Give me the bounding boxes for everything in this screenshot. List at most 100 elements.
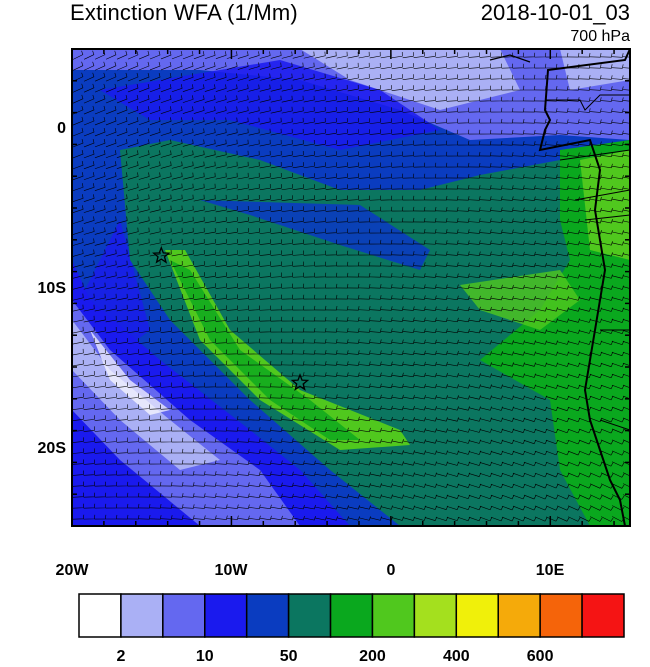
wind-barb: [83, 404, 95, 410]
wind-barb: [94, 371, 106, 378]
wind-barb: [534, 185, 547, 190]
wind-barb: [479, 450, 493, 455]
wind-barb: [237, 427, 250, 432]
wind-barb: [523, 85, 536, 91]
wind-barb: [292, 338, 305, 344]
wind-barb: [281, 449, 294, 454]
wind-barb: [160, 493, 173, 498]
wind-barb: [127, 349, 139, 356]
wind-barb: [259, 449, 272, 454]
wind-barb: [446, 494, 460, 499]
wind-barb: [512, 284, 525, 290]
wind-barb: [545, 251, 558, 257]
wind-barb: [204, 216, 216, 224]
wind-barb: [325, 294, 338, 300]
wind-barb: [116, 415, 128, 421]
wind-barb: [72, 227, 84, 235]
wind-barb: [73, 61, 84, 71]
wind-barb: [160, 117, 172, 125]
wind-barb: [94, 282, 106, 290]
wind-barb: [83, 61, 95, 71]
wind-barb: [314, 106, 326, 114]
wind-barb: [116, 470, 129, 476]
wind-barb: [204, 283, 216, 289]
wind-barb: [138, 492, 151, 498]
wind-barb: [259, 139, 271, 147]
wind-barb: [391, 317, 404, 322]
wind-barb: [545, 85, 558, 91]
wind-barb: [116, 216, 128, 224]
wind-barb: [105, 415, 117, 421]
x-tick-label: 10E: [535, 562, 565, 579]
wind-barb: [622, 75, 630, 80]
wind-barb: [479, 207, 492, 212]
wind-barb: [611, 130, 624, 135]
wind-barb: [314, 460, 327, 466]
colorbar-swatch: [455, 593, 499, 638]
wind-barb: [204, 205, 216, 213]
wind-barb: [314, 140, 326, 147]
wind-barb: [292, 139, 304, 147]
wind-barb: [611, 141, 624, 147]
wind-barb: [347, 73, 359, 81]
wind-barb: [171, 470, 184, 476]
wind-barb: [281, 272, 293, 278]
wind-barb: [171, 482, 184, 487]
wind-barb: [259, 161, 271, 169]
wind-barb: [171, 382, 183, 388]
wind-barb: [127, 371, 139, 377]
wind-barb: [182, 183, 194, 191]
wind-barb: [336, 250, 349, 256]
wind-barb: [435, 151, 448, 157]
wind-barb: [248, 195, 260, 202]
wind-barb: [204, 227, 216, 235]
wind-barb: [534, 417, 548, 423]
wind-barb: [391, 129, 403, 135]
wind-barb: [292, 372, 305, 377]
wind-barb: [479, 461, 493, 466]
wind-barb: [248, 261, 260, 267]
wind-barb: [270, 349, 283, 355]
wind-barb: [72, 448, 84, 454]
wind-barb: [457, 140, 470, 146]
wind-barb: [600, 64, 613, 69]
wind-barb: [193, 349, 205, 355]
wind-barb: [512, 273, 525, 279]
wind-barb: [567, 494, 581, 500]
wind-barb: [149, 393, 161, 399]
wind-barb: [83, 271, 95, 279]
wind-barb: [468, 118, 481, 124]
wind-barb: [523, 307, 536, 312]
wind-barb: [347, 483, 360, 488]
wind-barb: [446, 173, 459, 179]
wind-barb: [391, 217, 404, 223]
wind-barb: [325, 516, 338, 521]
wind-barb: [600, 230, 613, 235]
wind-barb: [567, 450, 581, 456]
wind-barb: [402, 206, 415, 212]
wind-barb: [314, 151, 326, 158]
wind-barb: [413, 328, 426, 333]
wind-barb: [479, 351, 492, 356]
wind-barb: [490, 428, 504, 433]
wind-barb: [325, 427, 338, 432]
wind-barb: [171, 504, 184, 509]
wind-barb: [171, 161, 183, 169]
wind-barb: [391, 107, 403, 113]
wind-barb: [215, 272, 227, 278]
wind-barb: [567, 207, 580, 213]
wind-barb: [600, 174, 613, 180]
wind-barb: [545, 262, 558, 268]
wind-barb: [446, 317, 459, 323]
wind-barb: [105, 514, 118, 520]
wind-barb: [347, 217, 360, 223]
colorbar-label: 50: [279, 648, 298, 665]
wind-barb: [215, 371, 228, 377]
wind-barb: [83, 503, 96, 509]
wind-barb: [556, 472, 570, 478]
wind-barb: [589, 384, 603, 390]
wind-barb: [83, 227, 95, 235]
wind-barb: [292, 327, 305, 333]
wind-barb: [105, 238, 117, 246]
wind-barb: [534, 96, 547, 102]
